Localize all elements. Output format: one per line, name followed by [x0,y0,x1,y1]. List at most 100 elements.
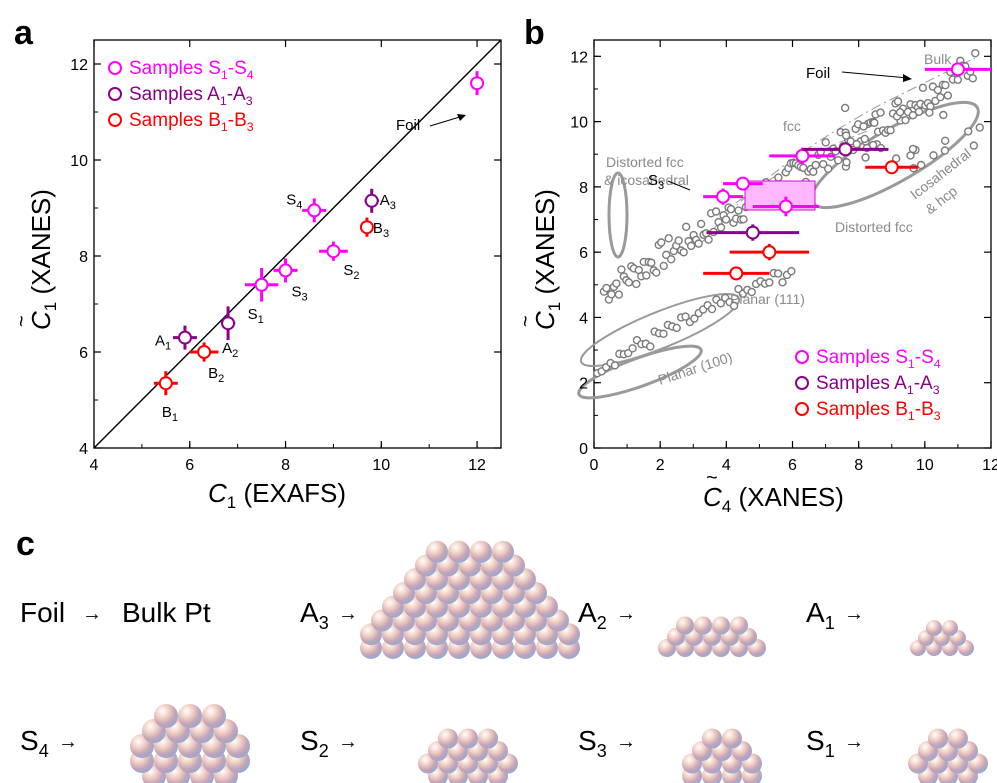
reference-point [624,278,634,287]
panel-b-xtick-label: 6 [788,457,797,474]
reference-point [819,159,828,169]
reference-point [679,248,688,257]
svg-text:S3: S3 [648,172,664,192]
panel-a-xtick-label: 12 [468,457,486,474]
panel-c-sample-label: Foil [20,597,65,628]
reference-point [968,74,977,83]
atom-sphere [926,620,942,636]
panel-b-ytick-label: 4 [579,310,588,327]
panel-b-s3-label: S3 [648,172,664,192]
reference-point [617,265,626,274]
panel-b-ytick-label: 2 [579,376,588,393]
reference-point [940,146,950,155]
reference-point [824,164,833,173]
reference-point [726,204,736,214]
svg-text:~: ~ [11,315,33,327]
reference-point [607,290,616,299]
cluster-model [418,728,518,783]
panel-a-frame [93,39,502,449]
atom-sphere [470,540,492,563]
reference-point [614,290,624,299]
panel-c-sample-label: A2 [578,597,607,633]
panel-b-point-marker [838,142,853,157]
reference-point [694,239,703,248]
reference-point [893,97,903,106]
panel-b-legend-label: Samples A1-A3 [816,373,940,397]
atom-sphere [694,616,712,635]
panel-b-xtick-label: 0 [590,457,599,474]
panel-b-reference-points [593,48,984,378]
region-label-bulk: Bulk [924,51,952,67]
atom-sphere [438,728,458,749]
panel-a-legend-label: Samples A1-A3 [129,84,253,108]
panel-b-ylabel: C1 (XANES) ~ [515,189,564,330]
panel-a-point-label: B1 [162,404,178,424]
reference-point [716,223,726,232]
panel-b-ytick-label: 6 [579,245,588,262]
reference-point [861,153,870,162]
panel-b-point-marker [735,176,750,191]
reference-point [652,268,661,277]
atom-sphere [948,728,968,749]
panel-a-ytick-label: 4 [79,441,88,458]
panel-a-point-marker [158,376,173,391]
panel-c-sample-label: A1 [806,597,835,633]
reference-point [612,279,621,288]
panel-a-legend-label: Samples S1-S4 [129,58,254,82]
panel-a-point-marker [326,244,341,259]
reference-point [929,151,938,160]
panel-b-point-marker [778,199,793,214]
atom-sphere [722,728,742,749]
panel-a-point-label: S1 [248,306,264,326]
panel-a-foil-arrowhead [457,114,466,121]
reference-point [721,215,731,224]
reference-point [860,134,869,144]
panel-b-foil-arrowhead [903,74,912,82]
reference-point [914,107,924,116]
region-label-distorted-fcc-2: Distorted fcc [835,219,913,235]
panel-a-xtick-label: 4 [90,457,99,474]
reference-point [975,123,984,132]
cluster-model [130,704,250,783]
panel-b-point-marker [795,148,810,163]
reference-point [809,167,818,176]
panel-c-arrow: → [844,603,864,625]
reference-point [918,83,928,93]
reference-point [765,278,774,287]
reference-point [610,361,620,370]
panel-c-arrow: → [338,603,358,625]
panel-b-xlabel: C4 (XANES) ~ [703,467,844,516]
region-label-fcc: fcc [783,118,801,134]
panel-a-point-marker [177,330,192,345]
cluster-model [682,728,762,783]
reference-point [647,258,656,267]
reference-point [852,139,861,149]
panel-b-ytick-label: 0 [579,441,588,458]
reference-point [840,103,850,113]
atom-sphere [942,620,958,636]
reference-point [936,92,945,102]
region-label-distorted-fcc-1: Distorted fcc [606,154,684,170]
reference-point [681,312,690,321]
reference-point [707,304,717,314]
svg-text:~: ~ [706,467,718,489]
reference-point [886,126,895,135]
panel-b-xtick-label: 12 [982,457,997,474]
panel-b-point-marker [716,189,731,204]
reference-point [933,85,943,95]
panel-a-point-label: S4 [286,191,302,211]
reference-point [674,236,683,245]
reference-point [842,158,851,167]
panel-a-legend-label: Samples B1-B3 [129,110,254,134]
panel-a-label: a [14,14,34,52]
reference-point [833,156,843,165]
region-label-planar-111: Planar (111) [730,291,805,307]
reference-point [895,107,905,117]
reference-point [729,301,739,311]
panel-c-bulk-label: Bulk Pt [122,597,211,628]
reference-point [662,250,671,260]
atom-sphere [458,728,478,749]
panel-c-arrow: → [338,731,358,753]
panel-b-xtick-label: 10 [916,457,934,474]
